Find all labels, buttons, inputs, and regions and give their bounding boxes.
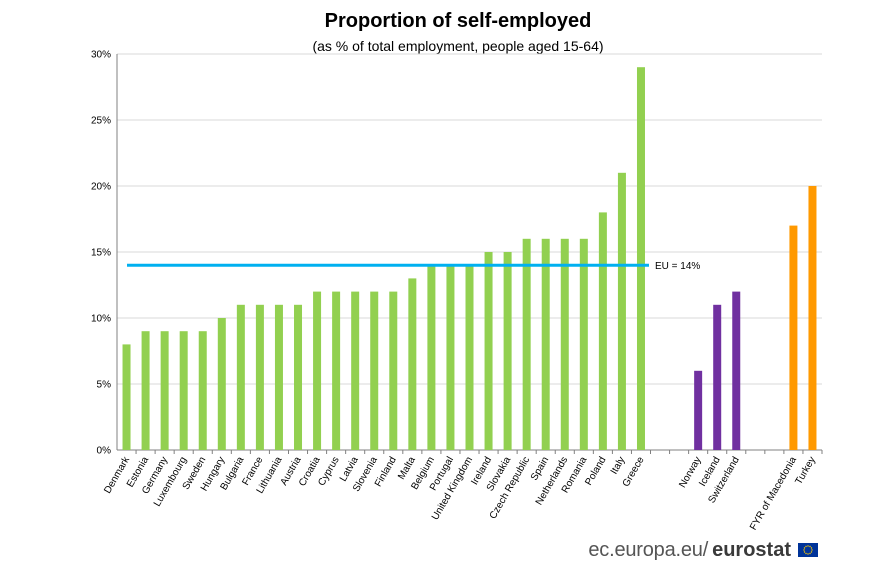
bar-iceland	[713, 304, 722, 450]
bar-hungary	[217, 318, 226, 450]
bar-netherlands	[560, 238, 569, 450]
y-tick-label: 25%	[91, 116, 111, 127]
bar-croatia	[313, 291, 322, 450]
footer-url: ec.europa.eu/	[588, 538, 709, 561]
bar-czech-republic	[522, 238, 531, 450]
y-tick-label: 30%	[91, 50, 111, 61]
bar-germany	[160, 331, 169, 450]
bar-lithuania	[274, 304, 283, 450]
bar-ireland	[484, 252, 493, 450]
bar-italy	[617, 172, 626, 451]
x-tick-label: Italy	[609, 455, 628, 476]
bar-slovakia	[503, 252, 512, 450]
eu-flag-icon	[798, 543, 818, 557]
eu-average-label: EU = 14%	[655, 261, 700, 272]
chart-title: Proportion of self-employed	[324, 10, 592, 32]
y-tick-label: 0%	[97, 446, 112, 457]
bar-fyr-of-macedonia	[789, 225, 798, 450]
bar-austria	[294, 304, 303, 450]
bar-belgium	[427, 265, 436, 450]
bar-sweden	[198, 331, 207, 450]
bar-spain	[541, 238, 550, 450]
footer-brand: eurostat	[712, 538, 791, 561]
bar-united-kingdom	[465, 265, 474, 450]
y-tick-label: 15%	[91, 248, 111, 259]
bar-romania	[579, 238, 588, 450]
bar-malta	[408, 278, 417, 450]
bar-poland	[598, 212, 607, 450]
eurostat-footer: ec.europa.eu/ eurostat	[588, 538, 818, 562]
bar-switzerland	[732, 291, 741, 450]
bar-luxembourg	[179, 331, 188, 450]
bar-norway	[694, 370, 703, 450]
bar-greece	[636, 67, 645, 450]
bar-portugal	[446, 265, 455, 450]
bar-estonia	[141, 331, 150, 450]
bar-latvia	[351, 291, 360, 450]
bar-france	[255, 304, 264, 450]
x-tick-label: Denmark	[102, 454, 132, 495]
bar-bulgaria	[236, 304, 245, 450]
y-tick-label: 20%	[91, 182, 111, 193]
y-tick-label: 10%	[91, 314, 111, 325]
bar-turkey	[808, 186, 817, 450]
x-tick-label: FYR of Macedonia	[748, 455, 799, 533]
bar-finland	[389, 291, 398, 450]
bar-denmark	[122, 344, 131, 450]
y-tick-label: 5%	[97, 380, 112, 391]
bar-cyprus	[332, 291, 341, 450]
chart-subtitle: (as % of total employment, people aged 1…	[312, 38, 604, 54]
bar-slovenia	[370, 291, 379, 450]
